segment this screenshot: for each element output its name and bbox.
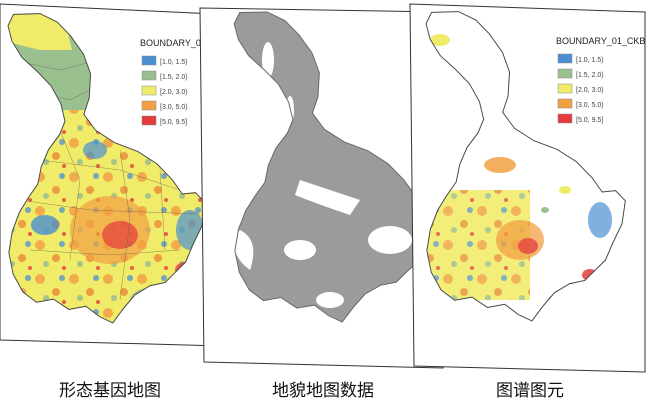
legend-swatch <box>141 100 157 111</box>
legend-swatch <box>141 55 157 66</box>
legend-label: [1.5, 2.0) <box>160 74 188 81</box>
legend-swatch <box>557 98 573 109</box>
terrain-caption: 地貌地图数据 <box>272 381 374 401</box>
tupu-caption: 图谱图元 <box>496 381 564 401</box>
legend-label: [1.0, 1.5) <box>576 57 604 64</box>
legend-swatch <box>141 85 157 96</box>
legend-label: [1.5, 2.0) <box>576 72 604 79</box>
legend-label: [1.0, 1.5) <box>160 59 188 66</box>
legend-label: [2.0, 3.0) <box>576 87 604 94</box>
legend-swatch <box>557 113 573 124</box>
legend-title: BOUNDARY_0 <box>140 38 201 48</box>
legend-label: [2.0, 3.0) <box>160 89 188 96</box>
morph-caption: 形态基因地图 <box>59 381 161 401</box>
legend-swatch <box>557 53 573 64</box>
tupu-legend: BOUNDARY_01_CKB [1.0, 1.5) [1.5, 2.0) [2.0,… <box>556 36 645 124</box>
legend-label: [3.0, 5.0) <box>160 104 188 111</box>
legend-swatch <box>141 70 157 81</box>
legend-swatch <box>557 83 573 94</box>
legend-swatch <box>557 68 573 79</box>
morph-legend: BOUNDARY_0 [1.0, 1.5) [1.5, 2.0) [2.0, 3.0)… <box>140 38 201 126</box>
legend-label: [5.0, 9.5] <box>576 117 603 124</box>
legend-label: [5.0, 9.5] <box>160 119 187 126</box>
morph-panel <box>0 3 223 347</box>
legend-label: [3.0, 5.0) <box>576 102 604 109</box>
terrain-panel <box>199 7 444 369</box>
legend-title: BOUNDARY_01_CKB <box>556 36 645 46</box>
legend-swatch <box>141 115 157 126</box>
tupu-panel <box>409 3 646 373</box>
